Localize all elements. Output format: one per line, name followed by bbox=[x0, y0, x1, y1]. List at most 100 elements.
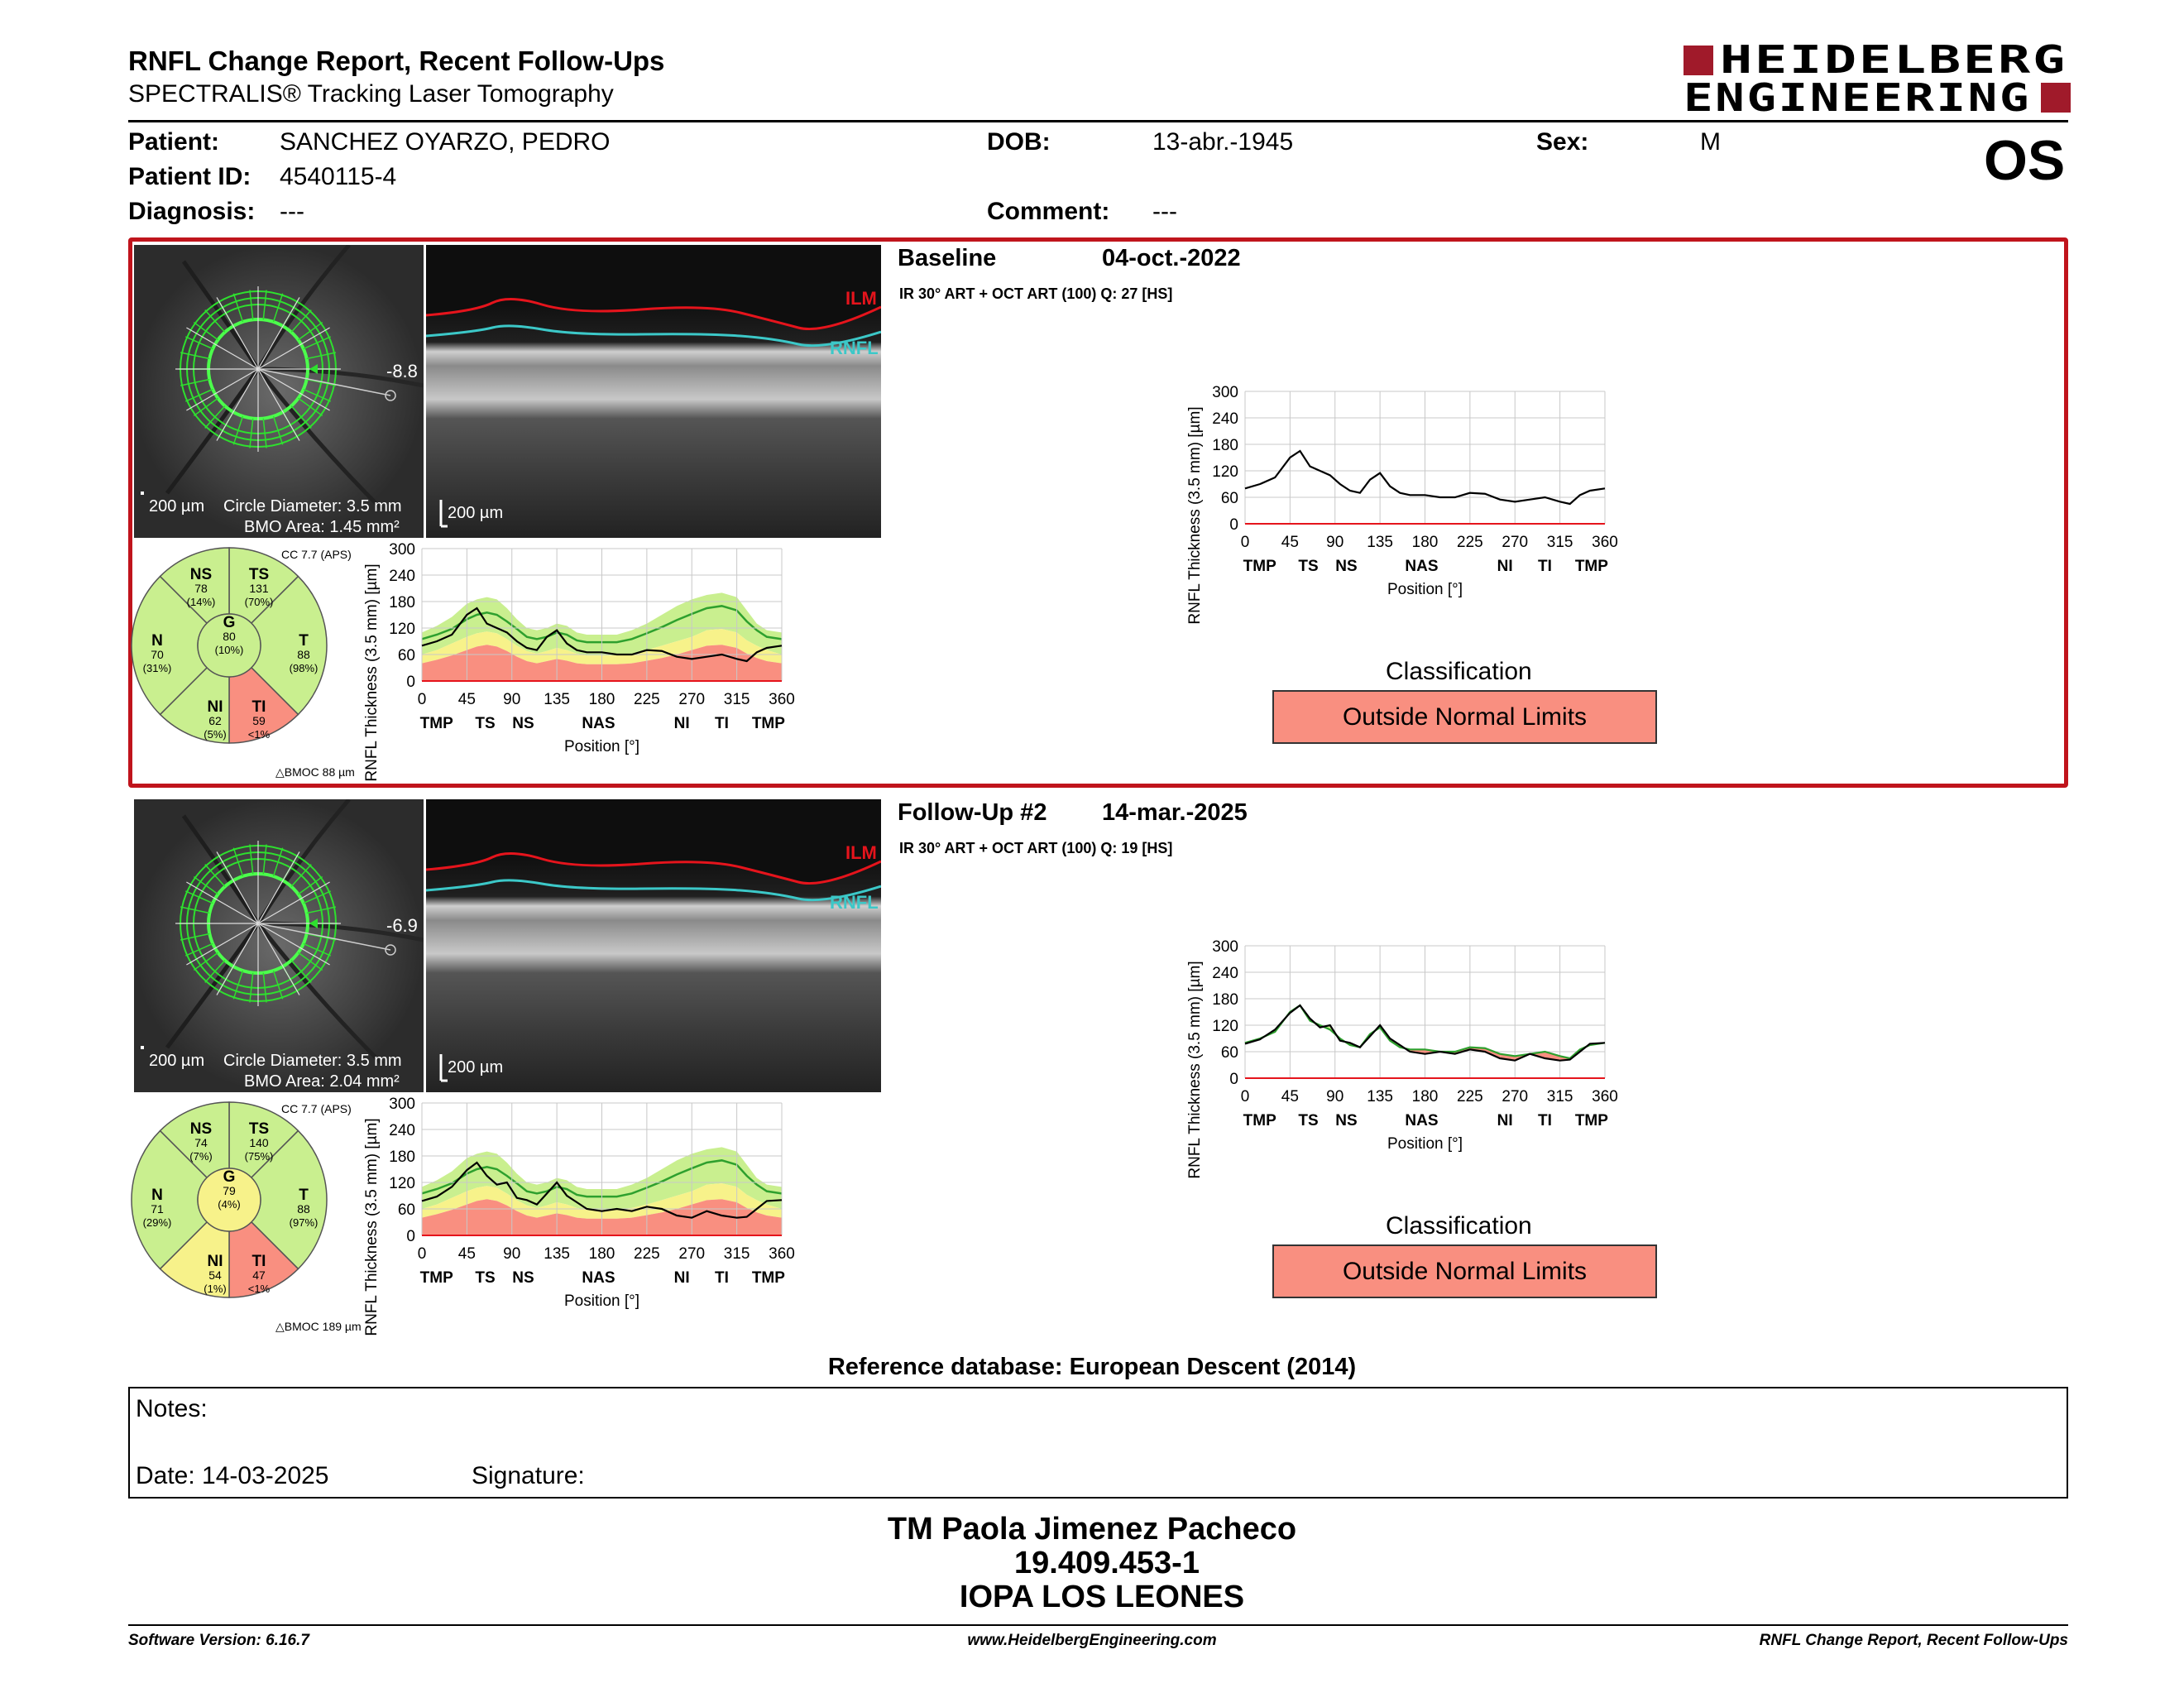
eye-indicator: OS bbox=[1984, 129, 2066, 192]
sector-g-name: G bbox=[223, 614, 236, 631]
sector-axis-label: NS bbox=[1335, 1112, 1357, 1129]
y-tick-label: 180 bbox=[1212, 991, 1238, 1009]
logo-line1: HEIDELBERG bbox=[1720, 41, 2067, 82]
x-tick-label: 270 bbox=[1502, 534, 1528, 551]
patient-label: Patient: bbox=[128, 128, 220, 156]
x-tick-label: 45 bbox=[458, 691, 476, 708]
fundus-image: -8.8 200 µm Circle Diameter: 3.5 mm BMO Are… bbox=[134, 243, 424, 538]
x-axis-label: Position [°] bbox=[564, 1292, 639, 1310]
x-tick-label: 90 bbox=[1326, 534, 1343, 551]
x-tick-label: 360 bbox=[1592, 534, 1618, 551]
notes-box[interactable]: Notes: Date: 14-03-2025 Signature: bbox=[128, 1387, 2068, 1499]
bscan-scale-label: 200 µm bbox=[448, 1058, 503, 1077]
x-tick-label: 45 bbox=[458, 1245, 476, 1263]
y-tick-label: 120 bbox=[389, 621, 415, 638]
exam-date: 14-mar.-2025 bbox=[1102, 799, 1248, 826]
sector-ts-name: TS bbox=[249, 566, 269, 583]
rnfl-label: RNFL bbox=[830, 892, 879, 913]
footer-rule bbox=[128, 1624, 2068, 1626]
patient-name: SANCHEZ OYARZO, PEDRO bbox=[280, 128, 611, 156]
exam-label: Follow-Up #2 bbox=[898, 799, 1047, 826]
x-tick-label: 225 bbox=[1457, 1088, 1483, 1105]
x-axis-label: Position [°] bbox=[1387, 1135, 1463, 1153]
sector-ni-value: 54 bbox=[208, 1268, 222, 1282]
x-tick-label: 0 bbox=[418, 691, 427, 708]
x-tick-label: 360 bbox=[1592, 1088, 1618, 1105]
sector-t-name: T bbox=[299, 1187, 309, 1204]
classification-label: Classification bbox=[1386, 1212, 1532, 1240]
rnfl-profile-chart: 0 60 120 180 240 300 0 45 90 135 180 225 270 315 360 TM… bbox=[1186, 938, 1618, 1179]
y-tick-label: 240 bbox=[1212, 410, 1238, 428]
oct-bscan: ILM RNFL 200 µm bbox=[425, 799, 882, 1092]
sector-n-pct: (31%) bbox=[143, 662, 172, 674]
sector-axis-label: NS bbox=[1335, 558, 1357, 575]
sector-axis-label: NI bbox=[674, 1269, 690, 1287]
sector-g-name: G bbox=[223, 1168, 236, 1186]
x-tick-label: 90 bbox=[503, 1245, 520, 1263]
sector-ni-name: NI bbox=[208, 1253, 223, 1270]
sector-axis-label: TS bbox=[475, 715, 495, 732]
sector-ns-name: NS bbox=[190, 1120, 212, 1138]
acquisition-info: IR 30° ART + OCT ART (100) Q: 19 [HS] bbox=[899, 840, 1173, 856]
sector-axis-label: NAS bbox=[1405, 1112, 1438, 1129]
notes-date: Date: 14-03-2025 bbox=[136, 1462, 329, 1489]
exam-label: Baseline bbox=[898, 245, 997, 271]
sector-ti-name: TI bbox=[252, 698, 266, 716]
rnfl-label: RNFL bbox=[830, 338, 879, 358]
y-tick-label: 0 bbox=[1229, 516, 1238, 534]
signatory-name: TM Paola Jimenez Pacheco bbox=[887, 1512, 1297, 1547]
sector-n-value: 71 bbox=[151, 1202, 164, 1216]
acquisition-info: IR 30° ART + OCT ART (100) Q: 27 [HS] bbox=[899, 285, 1173, 302]
x-tick-label: 180 bbox=[589, 691, 615, 708]
dob-value: 13-abr.-1945 bbox=[1152, 128, 1294, 156]
sector-ti-pct: <1% bbox=[248, 1283, 271, 1295]
y-tick-label: 180 bbox=[1212, 437, 1238, 454]
sector-ni-name: NI bbox=[208, 698, 223, 716]
x-tick-label: 135 bbox=[544, 1245, 570, 1263]
x-tick-label: 45 bbox=[1281, 534, 1299, 551]
y-tick-label: 180 bbox=[389, 1149, 415, 1166]
rnfl-profile-chart: 0 60 120 180 240 300 0 45 90 135 180 225 270 315 360 TM… bbox=[363, 541, 795, 782]
fundus-offset: -6.9 bbox=[386, 915, 418, 936]
footer-report-name: RNFL Change Report, Recent Follow-Ups bbox=[1759, 1632, 2068, 1649]
fundus-image: -6.9 200 µm Circle Diameter: 3.5 mm BMO Are… bbox=[134, 798, 424, 1092]
sector-ti-name: TI bbox=[252, 1253, 266, 1270]
sector-axis-label: TMP bbox=[420, 1269, 453, 1287]
y-tick-label: 300 bbox=[1212, 938, 1238, 956]
sector-axis-label: TMP bbox=[1575, 1112, 1608, 1129]
sector-g bbox=[197, 1168, 261, 1232]
sector-axis-label: NI bbox=[1497, 558, 1513, 575]
x-tick-label: 360 bbox=[769, 691, 795, 708]
sector-axis-label: TMP bbox=[1243, 1112, 1276, 1129]
fundus-scan-circle bbox=[134, 243, 424, 538]
sector-t-value: 88 bbox=[297, 1202, 310, 1216]
sector-axis-label: TI bbox=[715, 1269, 729, 1287]
sector-n-name: N bbox=[151, 1187, 163, 1204]
website-link[interactable]: www.HeidelbergEngineering.com bbox=[967, 1632, 1217, 1649]
sector-t-name: T bbox=[299, 632, 309, 650]
classification-result: Outside Normal Limits bbox=[1272, 690, 1657, 744]
sector-axis-label: NAS bbox=[1405, 558, 1438, 575]
followup-panel: -6.9 200 µm Circle Diameter: 3.5 mm BMO Are… bbox=[128, 792, 2068, 1342]
sector-ni-pct: (5%) bbox=[204, 728, 226, 741]
y-tick-label: 60 bbox=[398, 647, 415, 664]
diagnosis-label: Diagnosis: bbox=[128, 198, 256, 225]
y-tick-label: 60 bbox=[1221, 1044, 1238, 1062]
normative-mean-line bbox=[421, 1159, 783, 1198]
notes-label: Notes: bbox=[136, 1395, 208, 1422]
sector-ti-value: 59 bbox=[252, 714, 266, 727]
x-tick-label: 360 bbox=[769, 1245, 795, 1263]
sector-ns-value: 78 bbox=[194, 582, 208, 595]
ilm-label: ILM bbox=[845, 288, 877, 309]
x-tick-label: 270 bbox=[1502, 1088, 1528, 1105]
baseline-panel: -8.8 200 µm Circle Diameter: 3.5 mm BMO Are… bbox=[128, 237, 2068, 788]
heidelberg-logo: HEIDELBERG ENGINEERING bbox=[1684, 41, 2071, 116]
circle-diameter: Circle Diameter: 3.5 mm bbox=[223, 497, 402, 516]
series-line-0 bbox=[1244, 449, 1606, 506]
signatory-institution: IOPA LOS LEONES bbox=[959, 1580, 1245, 1614]
x-tick-label: 180 bbox=[589, 1245, 615, 1263]
sex-label: Sex: bbox=[1536, 128, 1589, 156]
sector-axis-label: TMP bbox=[752, 1269, 785, 1287]
